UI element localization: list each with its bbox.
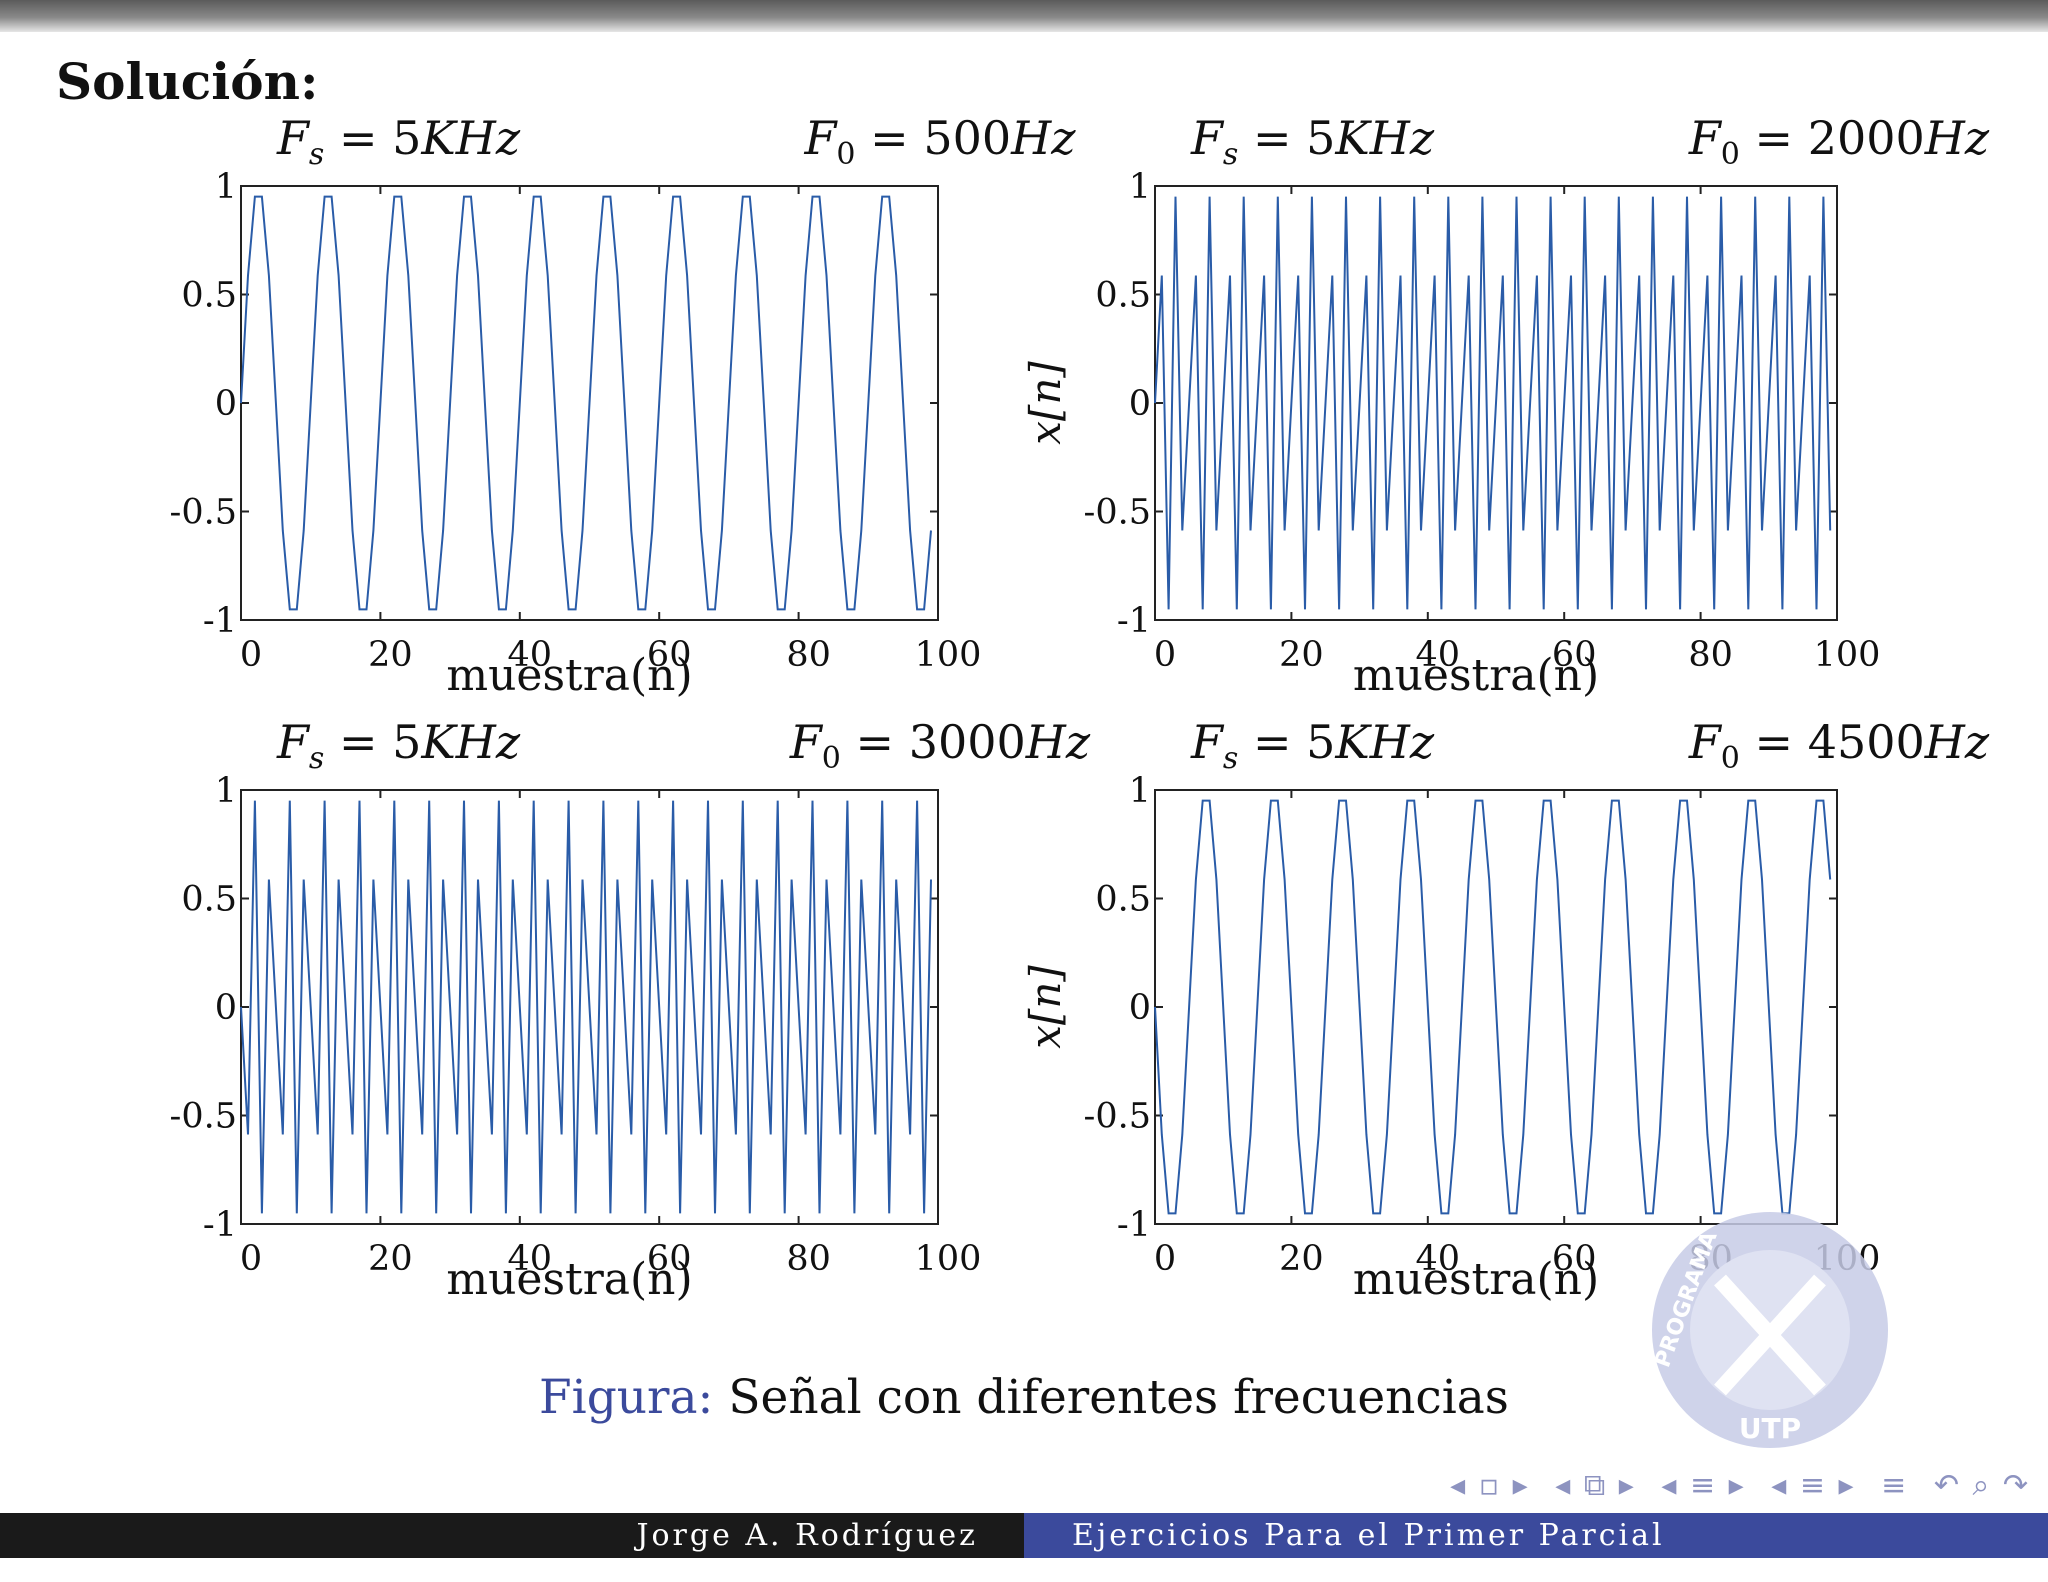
figure-caption: Figura: Señal con diferentes frecuencias xyxy=(0,1370,2048,1425)
x-tick-label: 80 xyxy=(786,635,831,675)
y-tick-label: 0.5 xyxy=(1095,276,1151,316)
subplot-2-xlabel: muestra(n) xyxy=(1353,650,1599,701)
subplot-2-fs-title: Fs = 5KHz xyxy=(1190,111,1435,172)
x-tick-label: 80 xyxy=(786,1239,831,1279)
subplot-4-xlabel: muestra(n) xyxy=(1353,1254,1599,1305)
subplot-3-xlabel: muestra(n) xyxy=(446,1254,692,1305)
subplot-1-f0-title: F0 = 500Hz xyxy=(804,111,1077,172)
y-tick-label: 1 xyxy=(1129,167,1151,207)
y-tick-label: 1 xyxy=(1129,771,1151,811)
x-tick-label: 100 xyxy=(1814,635,1881,675)
nav-subsection-icon[interactable]: ◂ ⧉ ▸ xyxy=(1555,1468,1636,1503)
y-tick-label: -1 xyxy=(203,1205,237,1245)
subplot-4-ylabel: x[n] xyxy=(1021,965,1070,1049)
nav-search-icon[interactable]: ↶ ⌕ ↷ xyxy=(1933,1468,2030,1503)
x-tick-label: 40 xyxy=(508,1239,553,1279)
x-tick-label: 0 xyxy=(240,635,262,675)
y-tick-label: 0 xyxy=(1129,988,1151,1028)
y-tick-label: 1 xyxy=(215,167,237,207)
subplot-2-f0-title: F0 = 2000Hz xyxy=(1688,111,1990,172)
logo-text-bottom: UTP xyxy=(1739,1412,1801,1445)
x-tick-label: 80 xyxy=(1688,635,1733,675)
x-tick-label: 40 xyxy=(1416,1239,1461,1279)
caption-label: Figura: xyxy=(539,1370,714,1425)
y-tick-label: -1 xyxy=(1117,1205,1151,1245)
nav-toc-icon[interactable]: ≡ xyxy=(1881,1468,1909,1503)
x-tick-label: 0 xyxy=(240,1239,262,1279)
x-tick-label: 60 xyxy=(1552,1239,1597,1279)
y-tick-label: -0.5 xyxy=(1084,1097,1152,1137)
x-tick-label: 60 xyxy=(1552,635,1597,675)
x-tick-label: 20 xyxy=(368,1239,413,1279)
subplot-3-signal-line xyxy=(240,800,932,1214)
subplot-4-f0-title: F0 = 4500Hz xyxy=(1688,715,1990,776)
nav-section-next-icon[interactable]: ◂ ≡ ▸ xyxy=(1771,1468,1856,1503)
y-tick-label: -1 xyxy=(1117,601,1151,641)
subplot-1-signal-line xyxy=(240,195,932,611)
y-tick-label: 0 xyxy=(1129,384,1151,424)
x-tick-label: 40 xyxy=(1416,635,1461,675)
x-tick-label: 100 xyxy=(915,1239,982,1279)
beamer-navigation: ◂ ▫ ▸ ◂ ⧉ ▸ ◂ ≡ ▸ ◂ ≡ ▸ ≡ ↶ ⌕ ↷ xyxy=(1436,1468,2030,1503)
x-tick-label: 20 xyxy=(1279,1239,1324,1279)
footer-title: Ejercicios Para el Primer Parcial xyxy=(1024,1513,2048,1558)
subplot-4-fs-title: Fs = 5KHz xyxy=(1190,715,1435,776)
subplot-3-fs-title: Fs = 5KHz xyxy=(276,715,521,776)
x-tick-label: 40 xyxy=(508,635,553,675)
caption-text: Señal con diferentes frecuencias xyxy=(728,1370,1509,1425)
subplot-3-f0-title: F0 = 3000Hz xyxy=(789,715,1091,776)
top-bar xyxy=(0,0,2048,32)
y-tick-label: -0.5 xyxy=(1084,493,1152,533)
x-tick-label: 20 xyxy=(1279,635,1324,675)
nav-section-icon[interactable]: ◂ ≡ ▸ xyxy=(1661,1468,1746,1503)
subplot-1-xlabel: muestra(n) xyxy=(446,650,692,701)
x-tick-label: 20 xyxy=(368,635,413,675)
y-tick-label: 0.5 xyxy=(181,880,237,920)
x-tick-label: 100 xyxy=(915,635,982,675)
x-tick-label: 0 xyxy=(1154,635,1176,675)
x-tick-label: 60 xyxy=(647,635,692,675)
subplot-4-signal-line xyxy=(1154,799,1832,1215)
y-tick-label: -0.5 xyxy=(170,1097,238,1137)
subplot-1-fs-title: Fs = 5KHz xyxy=(276,111,521,172)
y-tick-label: 0.5 xyxy=(181,276,237,316)
subplot-2-ylabel: x[n] xyxy=(1021,361,1070,445)
y-tick-label: 0 xyxy=(215,384,237,424)
y-tick-label: 0.5 xyxy=(1095,880,1151,920)
y-tick-label: -0.5 xyxy=(170,493,238,533)
nav-frame-prev-icon[interactable]: ◂ ▫ ▸ xyxy=(1450,1468,1530,1503)
utp-logo: UTP PROGRAMA ELECTRICA xyxy=(1650,1212,1905,1448)
footer-author: Jorge A. Rodríguez xyxy=(0,1513,1024,1558)
y-tick-label: 0 xyxy=(215,988,237,1028)
y-tick-label: 1 xyxy=(215,771,237,811)
subplot-2-signal-line xyxy=(1154,196,1832,610)
y-tick-label: -1 xyxy=(203,601,237,641)
x-tick-label: 60 xyxy=(647,1239,692,1279)
slide-footer: Jorge A. Rodríguez Ejercicios Para el Pr… xyxy=(0,1513,2048,1558)
x-tick-label: 0 xyxy=(1154,1239,1176,1279)
slide-heading: Solución: xyxy=(56,52,319,111)
